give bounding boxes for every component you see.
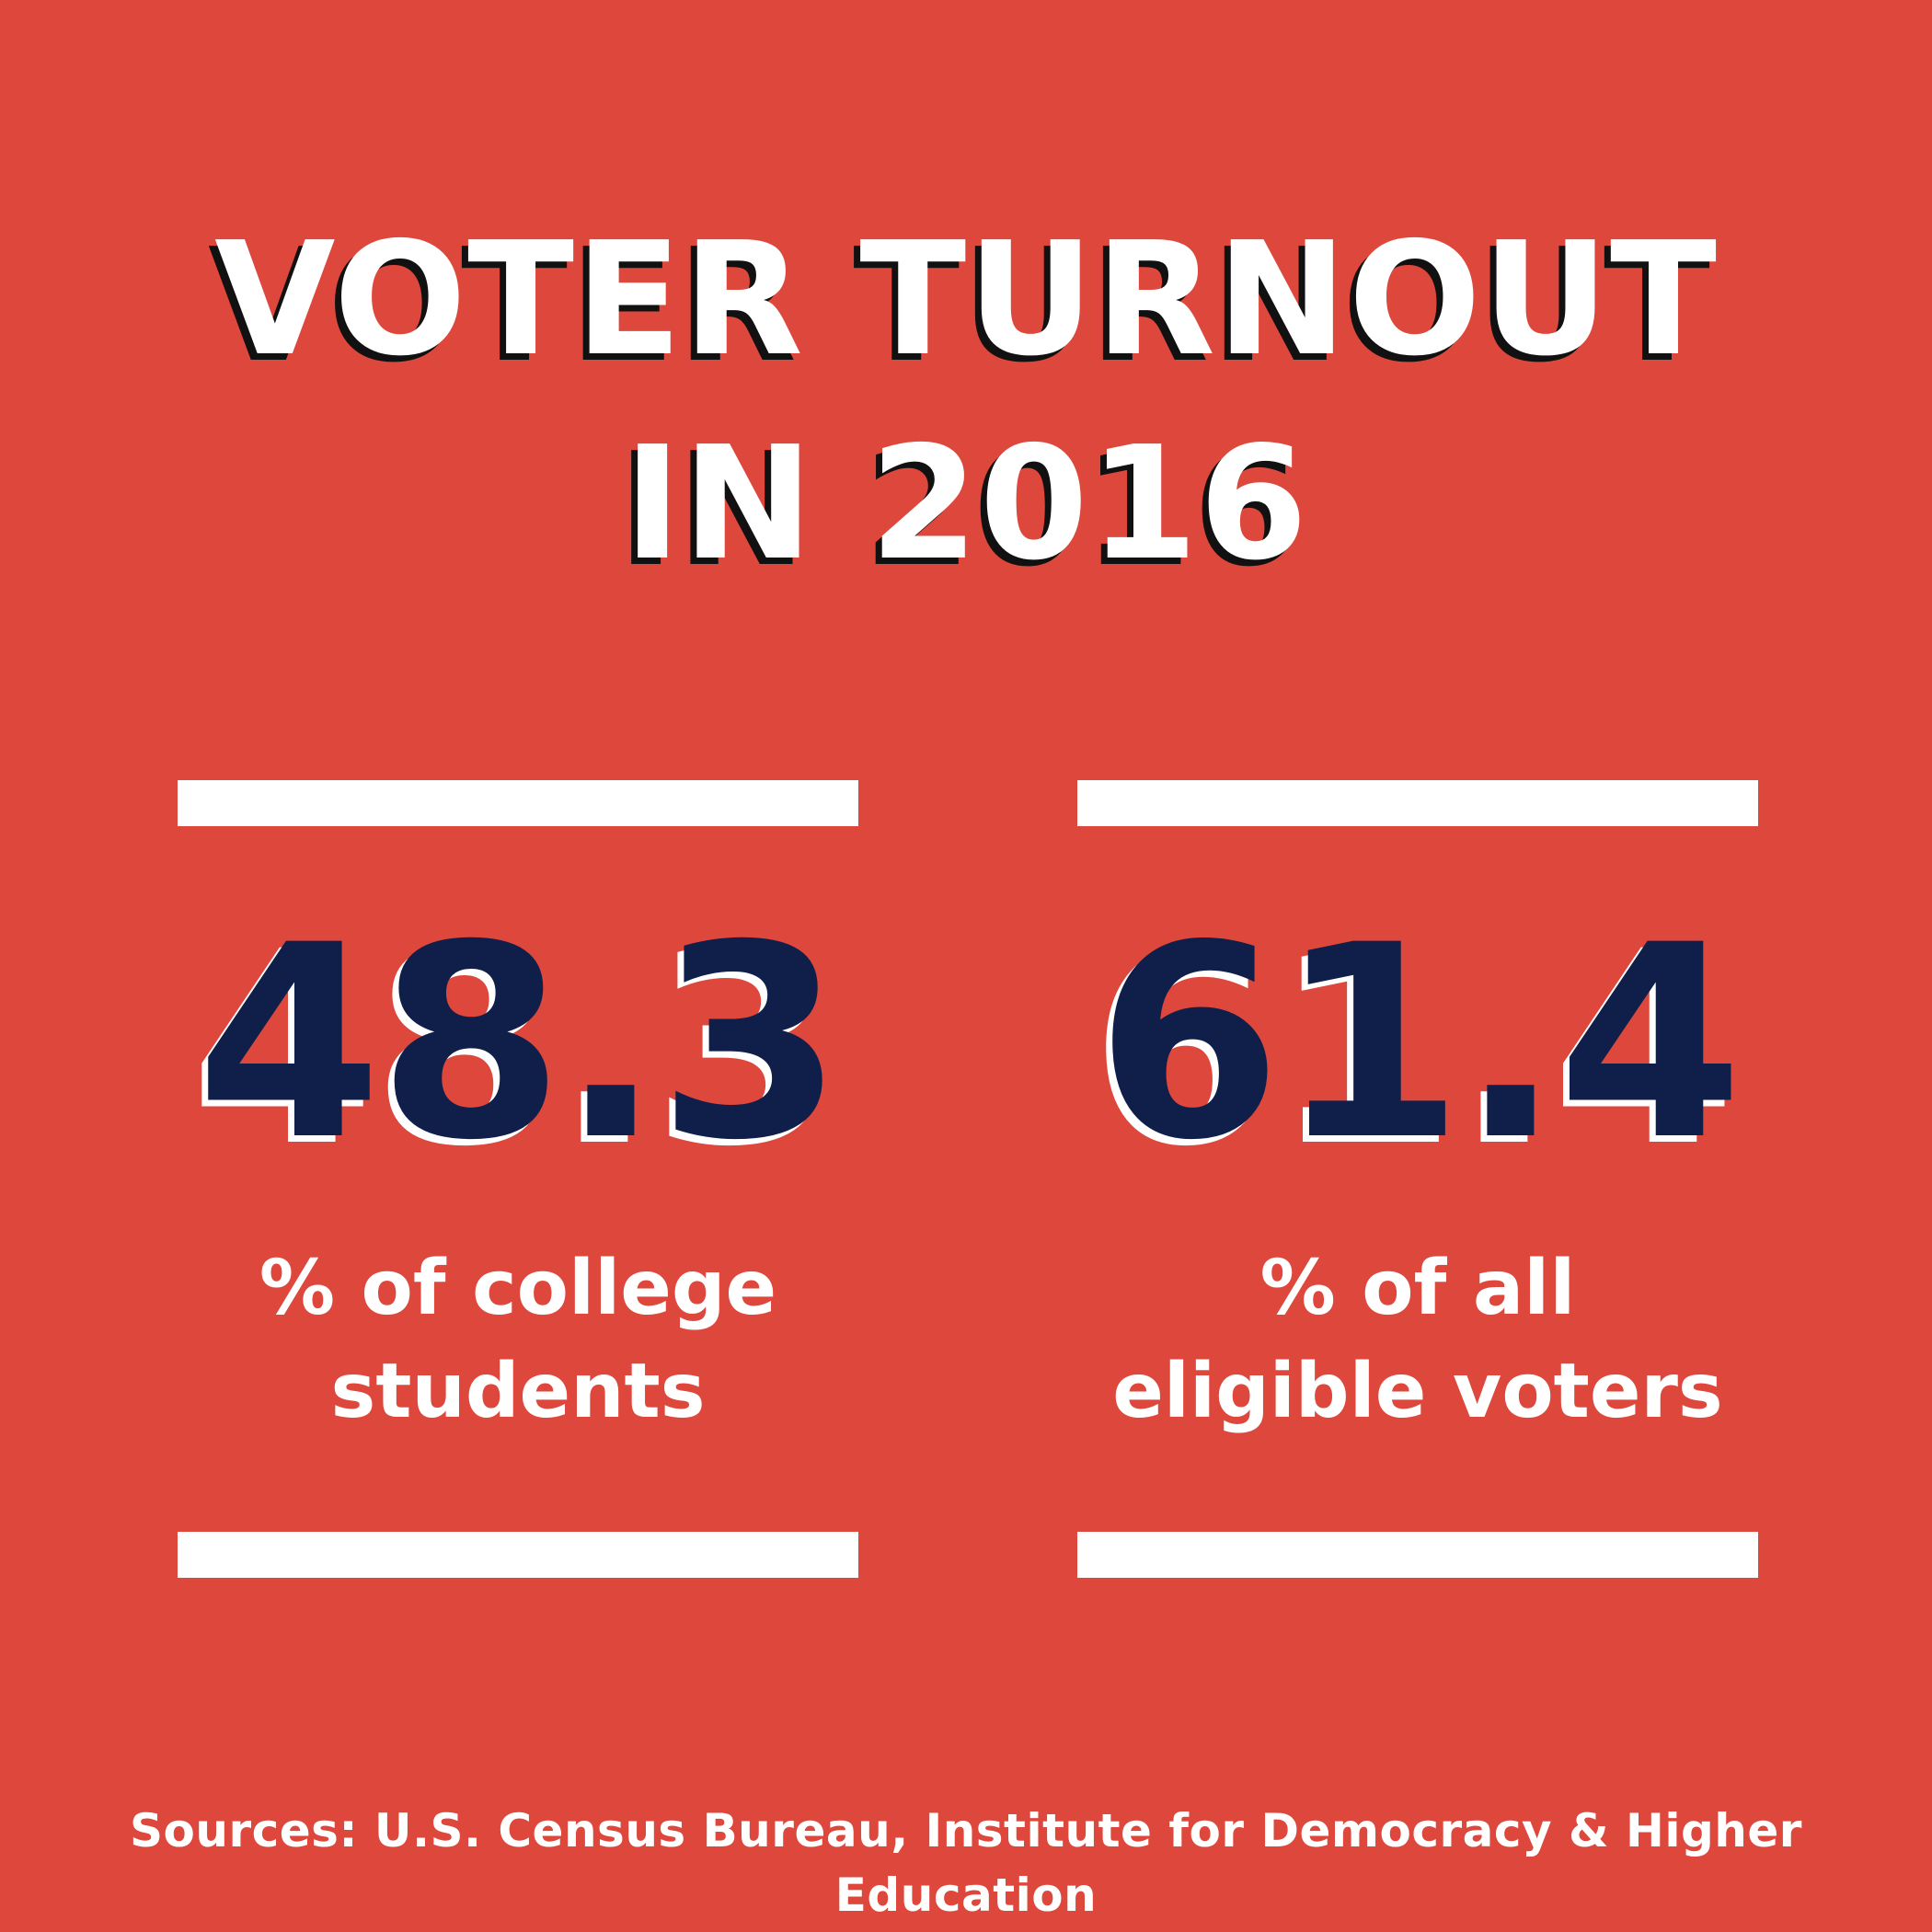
divider-bottom-left [178,1532,858,1578]
infographic-title: VOTER TURNOUT IN 2016 [0,198,1932,606]
stat-value-college-students: 48.3 [196,889,844,1199]
divider-bottom-right [1077,1532,1758,1578]
title-line-2: IN 2016 [623,413,1309,595]
stat-label-eligible-line-2: eligible voters [1112,1348,1723,1435]
title-line-1: VOTER TURNOUT [214,209,1718,391]
stat-label-eligible-line-1: % of all [1259,1245,1576,1332]
divider-top-right [1077,780,1758,826]
divider-top-left [178,780,858,826]
stat-value-eligible-voters: 61.4 [1096,889,1743,1199]
stat-label-college-students: % of college students [168,1237,868,1443]
sources-footnote: Sources: U.S. Census Bureau, Institute f… [130,1804,1802,1922]
stat-label-college-line-1: % of college [259,1245,777,1332]
stat-label-eligible-voters: % of all eligible voters [1068,1237,1767,1443]
stat-label-college-line-2: students [330,1348,706,1435]
